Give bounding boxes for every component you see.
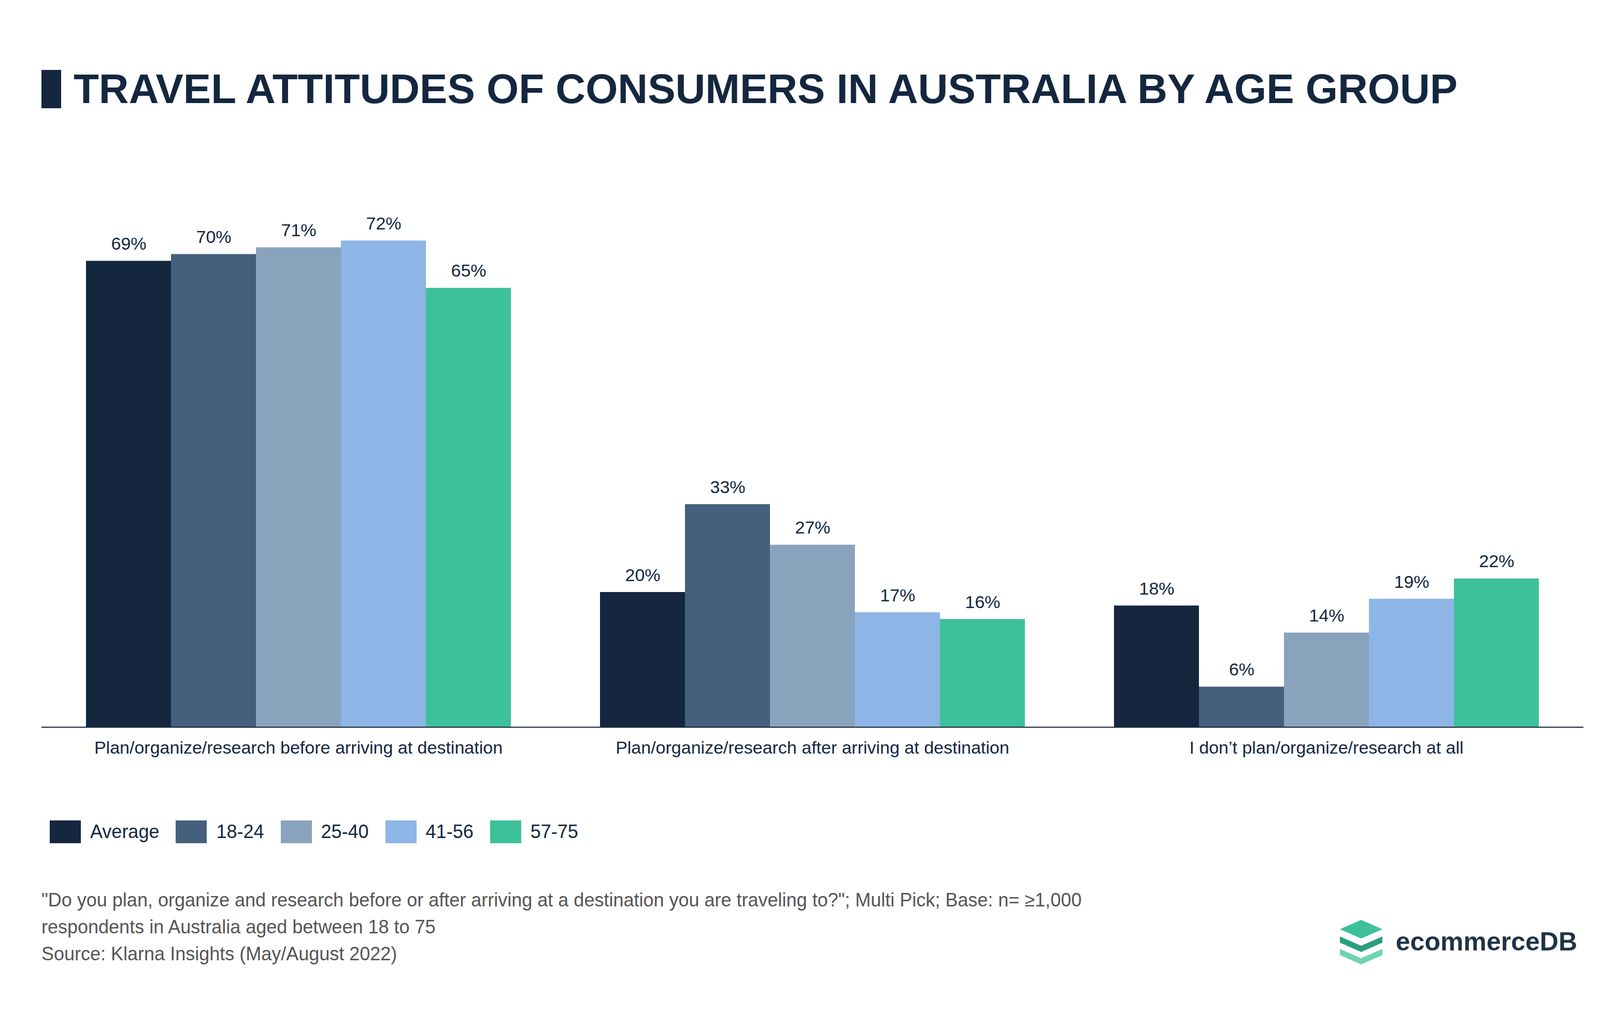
svg-text:70%: 70%	[195, 226, 232, 247]
svg-text:20%: 20%	[624, 565, 661, 585]
html-text:Source: Klarna Insights (May/A: Source: Klarna Insights (May/August 2022…	[41, 943, 398, 965]
svg-text:72%: 72%	[365, 213, 402, 234]
svg-text:22%: 22%	[1478, 551, 1514, 571]
html-text:Average: Average	[90, 821, 160, 843]
svg-text:71%: 71%	[280, 220, 317, 240]
html-text:respondents in Australia aged: respondents in Australia aged between 18…	[41, 916, 436, 938]
svg-text:33%: 33%	[709, 477, 746, 497]
svg-text:Plan/organize/research after a: Plan/organize/research after arriving at…	[615, 737, 1010, 758]
svg-text:Plan/organize/research before: Plan/organize/research before arriving a…	[94, 737, 503, 758]
svg-text:65%: 65%	[450, 260, 487, 281]
svg-text:I don’t plan/organize/research: I don’t plan/organize/research at all	[1189, 737, 1464, 758]
html-text:ecommerceDB: ecommerceDB	[1395, 927, 1578, 957]
html-text:41-56: 41-56	[425, 821, 474, 843]
svg-text:19%: 19%	[1393, 572, 1430, 592]
html-text:18-24: 18-24	[216, 821, 264, 843]
html-text:TRAVEL ATTITUDES OF CONSUMERS: TRAVEL ATTITUDES OF CONSUMERS IN AUSTRAL…	[73, 65, 1458, 112]
svg-text:27%: 27%	[794, 517, 831, 538]
svg-text:6%: 6%	[1229, 659, 1255, 680]
html-text:25-40: 25-40	[320, 821, 369, 843]
svg-text:69%: 69%	[110, 233, 147, 254]
svg-text:14%: 14%	[1308, 605, 1345, 626]
svg-text:16%: 16%	[964, 592, 1000, 612]
html-text:57-75: 57-75	[530, 821, 579, 843]
svg-text:17%: 17%	[879, 585, 916, 606]
html-text:"Do you plan, organize and res: "Do you plan, organize and research befo…	[41, 889, 1082, 911]
svg-text:18%: 18%	[1138, 578, 1175, 599]
